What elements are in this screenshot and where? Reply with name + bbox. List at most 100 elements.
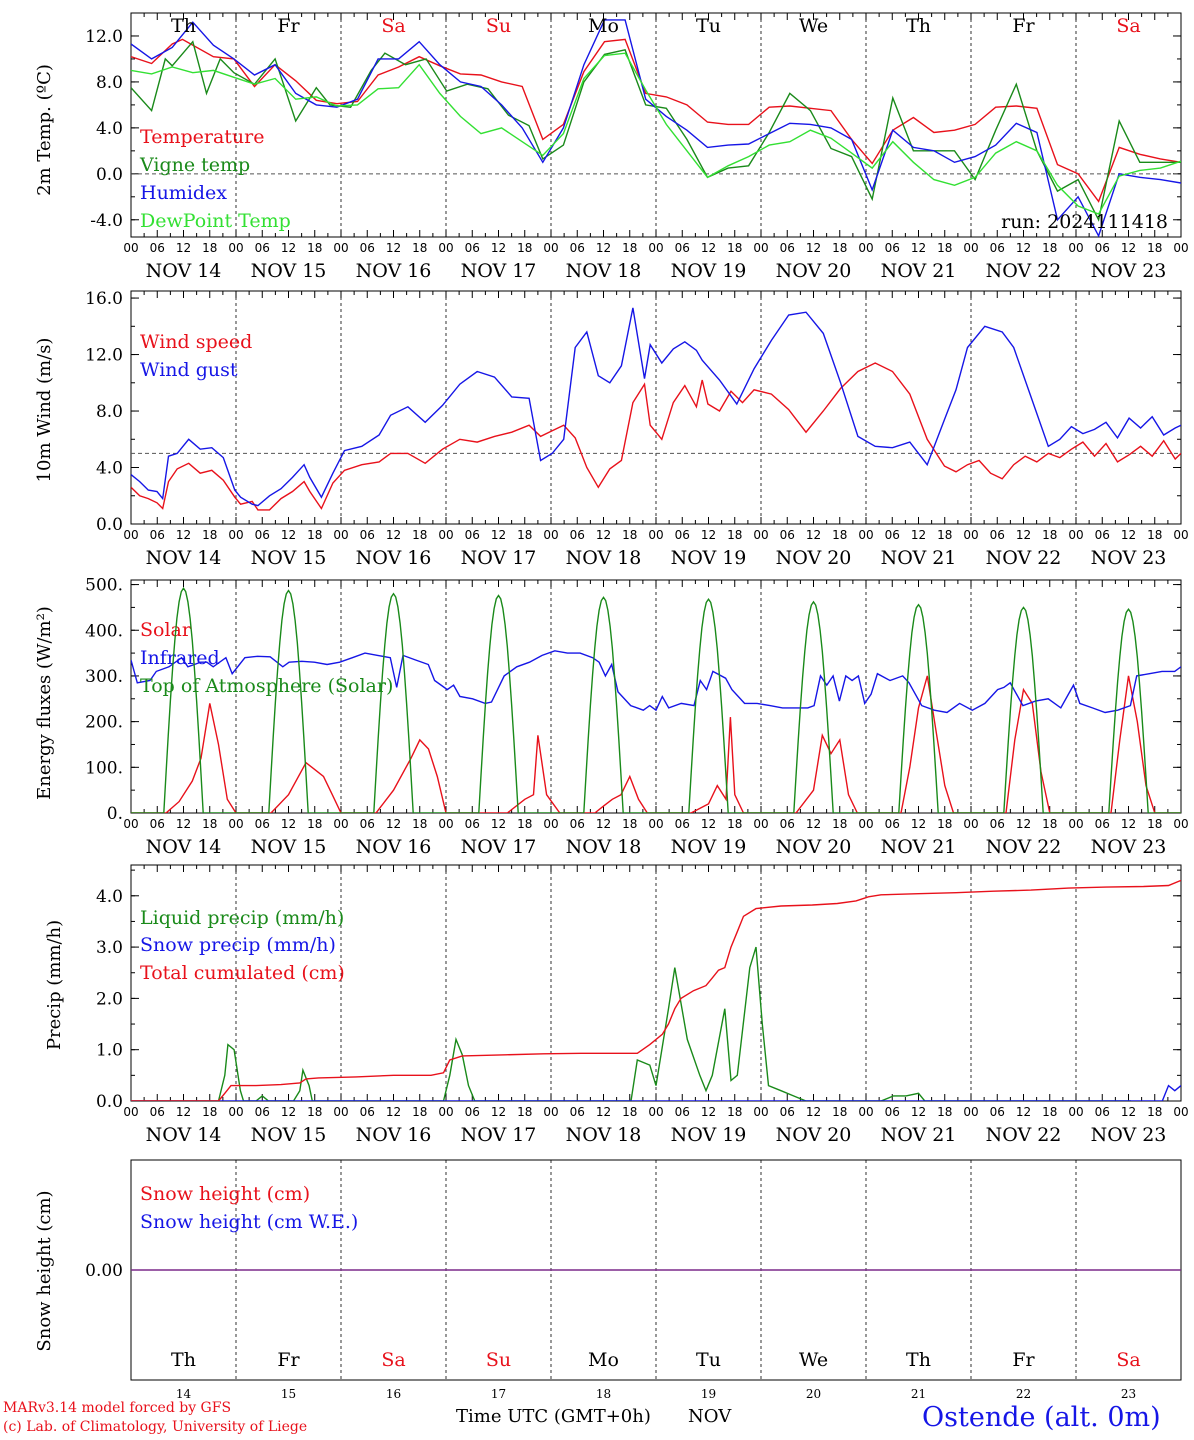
hour-tick-label: 00	[858, 817, 873, 831]
hour-tick-label: 06	[885, 241, 900, 255]
hour-tick-label: 06	[150, 1105, 165, 1119]
legend-green: Top of Atmosphere (Solar)	[140, 675, 393, 697]
hour-tick-label: 06	[465, 817, 480, 831]
hour-tick-label: 12	[491, 241, 506, 255]
hour-tick-label: 00	[543, 528, 558, 542]
hour-tick-label: 18	[832, 528, 847, 542]
date-label: NOV 19	[671, 836, 747, 858]
station-name: Ostende (alt. 0m)	[922, 1402, 1161, 1433]
date-label: NOV 15	[251, 260, 327, 282]
y-tick-label: 0.0	[96, 1092, 123, 1112]
date-label: NOV 16	[356, 1124, 432, 1146]
hour-tick-label: 06	[255, 528, 270, 542]
y-tick-label: 8.0	[96, 73, 123, 93]
day-number: 19	[701, 1387, 716, 1401]
x-axis-month: NOV	[688, 1406, 732, 1427]
hour-tick-label: 18	[307, 241, 322, 255]
day-abbr-bottom: Th	[171, 1349, 196, 1371]
hour-tick-label: 18	[1147, 817, 1162, 831]
day-abbr-top: Th	[906, 15, 931, 37]
hour-tick-label: 12	[596, 817, 611, 831]
hour-tick-label: 00	[1173, 1105, 1188, 1119]
hour-tick-label: 06	[465, 1105, 480, 1119]
date-label: NOV 19	[671, 547, 747, 569]
hour-tick-label: 00	[438, 1105, 453, 1119]
panel-frame	[130, 12, 1182, 238]
y-tick-label: 0.00	[85, 1261, 123, 1281]
y-tick-label: 300.	[85, 667, 123, 687]
y-tick-label: 1.0	[96, 1041, 123, 1061]
hour-tick-label: 12	[281, 241, 296, 255]
hour-tick-label: 12	[806, 528, 821, 542]
y-axis-label: Energy fluxes (W/m²)	[34, 606, 55, 800]
legend-green: Vigne temp	[139, 154, 250, 176]
hour-tick-label: 06	[885, 528, 900, 542]
date-label: NOV 21	[881, 836, 957, 858]
hour-tick-label: 18	[727, 817, 742, 831]
series-lime-line	[131, 52, 1181, 215]
hour-tick-label: 06	[255, 1105, 270, 1119]
hour-tick-label: 00	[123, 528, 138, 542]
hour-tick-label: 00	[1173, 528, 1188, 542]
date-label: NOV 17	[461, 836, 537, 858]
hour-tick-label: 06	[150, 817, 165, 831]
hour-tick-label: 06	[990, 817, 1005, 831]
hour-tick-label: 18	[412, 241, 427, 255]
hour-tick-label: 00	[228, 528, 243, 542]
date-label: NOV 21	[881, 1124, 957, 1146]
hour-tick-label: 00	[648, 1105, 663, 1119]
hour-tick-label: 12	[491, 1105, 506, 1119]
date-label: NOV 20	[776, 836, 852, 858]
date-label: NOV 22	[986, 1124, 1062, 1146]
hour-tick-label: 12	[701, 1105, 716, 1119]
hour-tick-label: 00	[123, 241, 138, 255]
hour-tick-label: 18	[1042, 528, 1057, 542]
hour-tick-label: 18	[1042, 817, 1057, 831]
hour-tick-label: 18	[202, 241, 217, 255]
hour-tick-label: 18	[307, 528, 322, 542]
hour-tick-label: 00	[1068, 817, 1083, 831]
hour-tick-label: 06	[885, 1105, 900, 1119]
y-tick-label: 12.0	[85, 346, 123, 366]
panel-snow: 0.00 Snow height (cm) Snow height (cm) Snow…	[34, 1159, 1182, 1381]
hour-tick-label: 18	[517, 1105, 532, 1119]
hour-tick-label: 06	[465, 241, 480, 255]
date-label: NOV 23	[1091, 1124, 1167, 1146]
hour-tick-label: 00	[543, 817, 558, 831]
hour-tick-label: 06	[150, 241, 165, 255]
hour-tick-label: 00	[858, 528, 873, 542]
date-label: NOV 23	[1091, 836, 1167, 858]
hour-tick-label: 18	[412, 528, 427, 542]
credit-line-2: (c) Lab. of Climatology, University of L…	[3, 1419, 308, 1435]
date-label: NOV 15	[251, 836, 327, 858]
hour-tick-label: 00	[753, 241, 768, 255]
legend-blue: Humidex	[140, 182, 227, 204]
hour-tick-label: 18	[307, 1105, 322, 1119]
legend-red: Snow height (cm)	[140, 1183, 310, 1205]
hour-tick-label: 00	[1068, 241, 1083, 255]
hour-tick-label: 06	[1095, 817, 1110, 831]
hour-tick-label: 12	[491, 817, 506, 831]
hour-tick-label: 18	[202, 1105, 217, 1119]
hour-tick-label: 18	[202, 817, 217, 831]
credit-line-1: MARv3.14 model forced by GFS	[3, 1400, 232, 1416]
date-label: NOV 14	[146, 260, 222, 282]
hour-tick-label: 00	[543, 1105, 558, 1119]
panel-temp: 00 06 12 18 00 06 12 18 00 06 12 18 00 06 12 18 00 06 12 18…	[34, 12, 1189, 282]
hour-tick-label: 06	[255, 241, 270, 255]
day-abbr-top: We	[799, 15, 828, 37]
y-tick-label: 4.0	[96, 119, 123, 139]
y-tick-label: 2.0	[96, 989, 123, 1009]
hour-tick-label: 12	[596, 241, 611, 255]
hour-tick-label: 00	[858, 241, 873, 255]
hour-tick-label: 12	[386, 1105, 401, 1119]
hour-tick-label: 00	[438, 817, 453, 831]
hour-tick-label: 00	[438, 241, 453, 255]
run-label: run: 2024111418	[1001, 211, 1168, 233]
x-axis-label: Time UTC (GMT+0h)	[456, 1406, 651, 1427]
hour-tick-label: 12	[806, 817, 821, 831]
hour-tick-label: 00	[753, 817, 768, 831]
date-label: NOV 17	[461, 547, 537, 569]
y-tick-label: 4.0	[96, 459, 123, 479]
legend-green: Liquid precip (mm/h)	[140, 907, 344, 929]
